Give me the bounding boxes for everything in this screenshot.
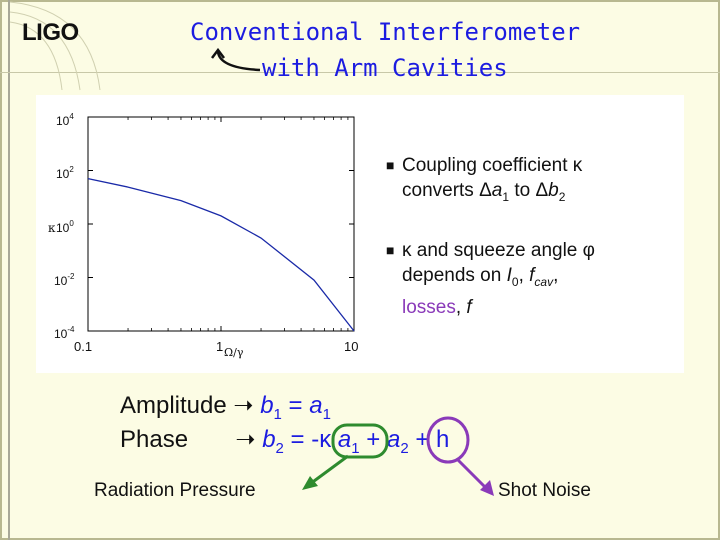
bullet1-b: b — [548, 180, 559, 201]
bullet1-a: a — [491, 180, 503, 201]
bullet-square-icon: ■ — [386, 157, 395, 173]
shot-noise-circle — [426, 416, 470, 464]
radiation-pressure-label: Radiation Pressure — [94, 480, 256, 501]
shot-noise-arrowhead — [480, 480, 494, 496]
corner-arcs-decoration — [9, 1, 101, 91]
slide-title-line1: Conventional Interferometer — [190, 18, 581, 46]
ph-a1-sub: 1 — [351, 439, 360, 457]
ph-a2: a — [386, 426, 401, 453]
radiation-pressure-box — [331, 423, 389, 459]
bullet-coupling: ■ Coupling coefficient κ converts Δa1 to… — [386, 153, 582, 210]
radiation-pressure-arrow — [309, 454, 349, 486]
bullet1-to: to Δ — [509, 180, 549, 201]
radiation-pressure-arrowhead — [302, 476, 318, 490]
bullet2-end: , — [455, 296, 467, 318]
slide-title-line2: with Arm Cavities — [262, 54, 508, 82]
amp-a-sub: 1 — [322, 405, 331, 423]
amplitude-label: Amplitude — [120, 392, 227, 419]
bullet2-line1: κ and squeeze angle φ — [402, 240, 595, 261]
bullet1-sub2: 2 — [558, 189, 566, 204]
y-axis-label: κ — [48, 221, 56, 235]
bullet2-comma: , — [553, 265, 559, 286]
x-tick-label: 0.1 — [74, 339, 92, 354]
right-arrow-icon: ➝ — [233, 392, 254, 419]
ph-plus: + — [359, 426, 387, 453]
amp-b-sub: 1 — [273, 405, 282, 423]
amp-eq: = — [281, 392, 310, 419]
y-ticks — [88, 116, 354, 332]
amp-a: a — [309, 392, 323, 419]
bullet1-text: converts Δ — [402, 180, 492, 201]
ph-a1: a — [337, 426, 352, 453]
bullet2-f-sub: cav — [534, 274, 554, 289]
ph-a2-sub: 2 — [400, 439, 409, 457]
bullet2-depends: depends on — [402, 265, 507, 286]
header-rule — [0, 72, 720, 73]
bullet-square-icon: ■ — [386, 242, 395, 258]
right-arrow-icon: ➝ — [235, 426, 256, 453]
bullet-kappa-squeeze: ■ κ and squeeze angle φ depends on I0, f… — [386, 238, 595, 320]
x-tick-label: 1 — [216, 339, 223, 354]
kappa-chart: 104 102 100 10-2 10-4 0.1 1 10 Ω/γ κ — [48, 112, 358, 359]
shot-noise-label: Shot Noise — [498, 480, 591, 501]
left-rule — [8, 0, 10, 540]
amplitude-equation: Amplitude ➝ b1 = a1 — [120, 391, 331, 423]
bullet2-freq: f — [466, 296, 472, 318]
bullet2-I: I — [506, 265, 512, 286]
bullet1-line1: Coupling coefficient κ — [402, 155, 583, 176]
shot-noise-arrow — [456, 458, 488, 490]
amp-b: b — [260, 392, 274, 419]
phase-label: Phase — [120, 426, 189, 453]
bullet2-losses: losses — [402, 296, 456, 318]
ph-b-sub: 2 — [275, 439, 284, 457]
x-ticks — [87, 117, 355, 331]
ligo-logo: LIGO — [22, 19, 79, 46]
kappa-curve — [87, 177, 355, 332]
ph-rest: + h — [408, 426, 450, 453]
x-axis-label: Ω/γ — [224, 346, 244, 359]
ph-eq: = -κ — [283, 426, 338, 453]
ph-b: b — [262, 426, 276, 453]
bullet2-sep: , — [518, 265, 530, 286]
phase-equation: Phase ➝ b2 = -κ a1 + a2 + h — [120, 425, 449, 457]
bullet2-f: f — [529, 265, 535, 286]
title-curved-arrow-icon — [211, 48, 261, 72]
bullet2-I-sub: 0 — [511, 274, 519, 289]
x-tick-label: 10 — [344, 339, 358, 354]
bullet1-sub1: 1 — [502, 189, 510, 204]
